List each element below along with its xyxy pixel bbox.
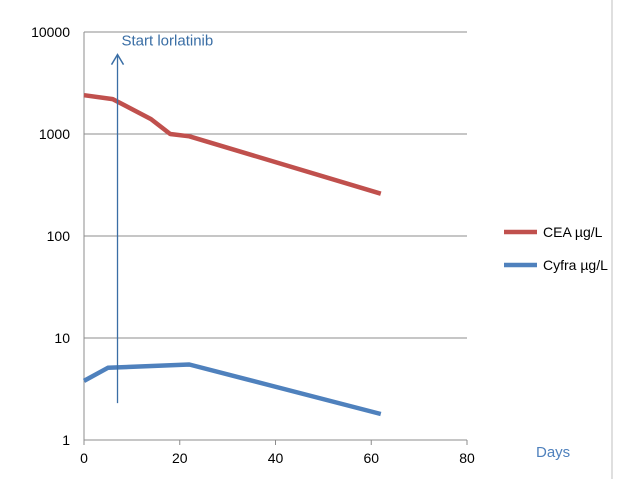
gridlines xyxy=(84,31,467,339)
y-tick-label: 10000 xyxy=(31,24,70,40)
y-tick-label: 1 xyxy=(62,432,70,448)
x-tick-label: 20 xyxy=(172,450,188,466)
axes xyxy=(83,0,613,479)
series-line-cyfra xyxy=(82,362,382,417)
series-lines xyxy=(82,92,382,417)
y-tick-label: 10 xyxy=(54,330,70,346)
arrow-head-icon xyxy=(110,53,125,66)
legend-label-cyfra: Cyfra µg/L xyxy=(543,257,608,273)
tick-labels: 1 10 100 1000 10000 0 20 40 60 80 xyxy=(31,24,475,466)
annotation-label: Start lorlatinib xyxy=(122,33,214,50)
x-tick-label: 0 xyxy=(80,450,88,466)
x-axis-label: Days xyxy=(536,444,570,461)
x-tick-label: 80 xyxy=(459,450,475,466)
y-tick-label: 100 xyxy=(47,228,71,244)
series-line-cea xyxy=(83,92,382,196)
y-tick-label: 1000 xyxy=(39,126,70,142)
x-tick-label: 40 xyxy=(268,450,284,466)
x-tick-label: 60 xyxy=(363,450,379,466)
legend-label-cea: CEA µg/L xyxy=(543,224,603,240)
legend: CEA µg/L Cyfra µg/L xyxy=(504,224,608,273)
annotations: Start lorlatinib xyxy=(110,33,214,404)
